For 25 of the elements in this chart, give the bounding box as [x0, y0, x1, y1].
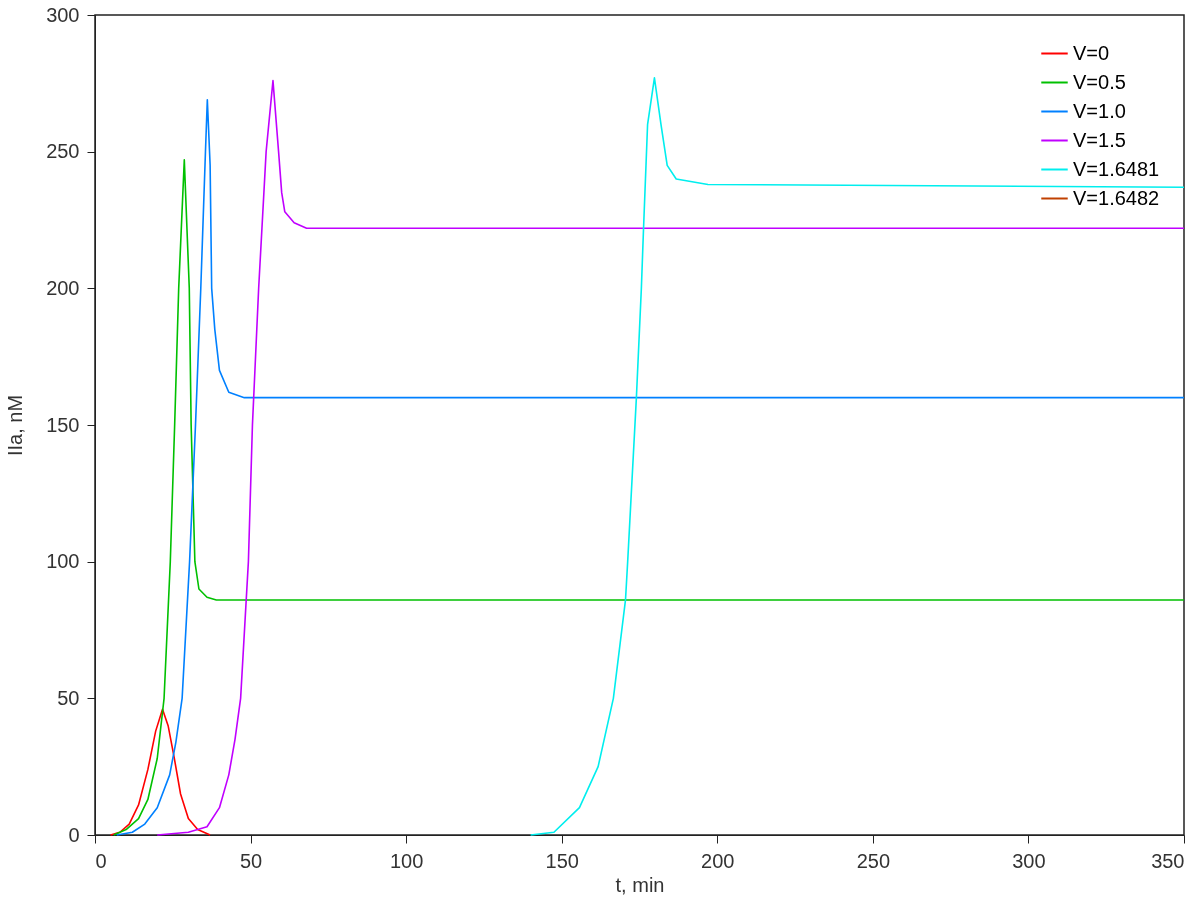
x-tick-label: 0	[95, 849, 107, 872]
line-series	[109, 708, 211, 836]
x-axis-title: t, min	[615, 873, 665, 896]
y-tick-label: 200	[46, 276, 80, 299]
legend-label: V=1.6482	[1073, 186, 1160, 209]
y-tick-label: 150	[46, 413, 80, 436]
x-tick-label: 250	[856, 849, 891, 872]
y-tick-label: 300	[46, 3, 80, 26]
y-tick-label: 100	[46, 550, 80, 573]
y-tick-label: 0	[68, 823, 80, 846]
y-tick-label: 250	[46, 140, 80, 163]
x-tick-label: 150	[545, 849, 579, 872]
legend-label: V=0	[1073, 41, 1110, 64]
legend-label: V=1.5	[1073, 128, 1126, 151]
legend-label: V=1.6481	[1073, 157, 1160, 180]
y-tick-label: 50	[57, 686, 80, 709]
x-tick-label: 200	[701, 849, 735, 872]
legend-label: V=0.5	[1073, 70, 1126, 93]
y-axis-title: IIa, nM	[4, 394, 27, 457]
x-tick-label: 50	[239, 849, 263, 872]
legend-label: V=1.0	[1073, 99, 1126, 122]
line-series	[529, 77, 1185, 836]
x-tick-label: 300	[1012, 849, 1046, 872]
x-tick-label: 100	[389, 849, 424, 872]
x-tick-label: 350	[1151, 849, 1185, 872]
